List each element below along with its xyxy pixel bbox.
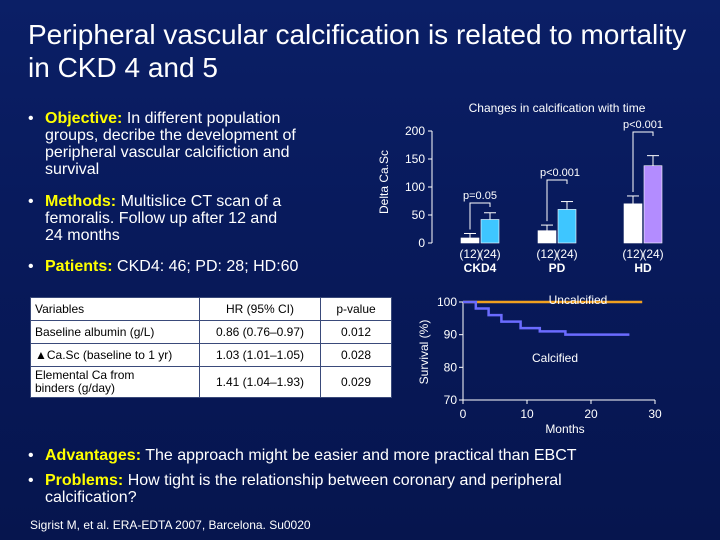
bar-pd-12 xyxy=(537,230,557,244)
survival-legend-calcified: Calcified xyxy=(532,351,578,365)
survival-legend-uncalcified: Uncalcified xyxy=(549,293,608,307)
table-row: Elemental Ca from binders (g/day) 1.41 (… xyxy=(30,366,392,398)
bar-annotation-bracket xyxy=(632,131,654,192)
hazard-ratio-table: Variables HR (95% CI) p-value Baseline a… xyxy=(30,297,392,398)
bar-subcat-label: (24) xyxy=(642,247,663,261)
bar-annotation-bracket xyxy=(546,179,568,222)
methods-line1: Multislice CT scan of a xyxy=(120,193,282,210)
slide-title: Peripheral vascular calcification is rel… xyxy=(28,19,687,83)
patients-key: Patients: xyxy=(45,258,113,275)
bar-group-label: CKD4 xyxy=(464,261,497,275)
table-cell: 0.86 (0.76–0.97) xyxy=(199,320,321,344)
objective-line1: In different population xyxy=(126,110,281,127)
survival-line-calcified xyxy=(463,300,630,336)
bullet-dot: • xyxy=(28,258,34,275)
bar-y-tick-label: 100 xyxy=(405,180,425,194)
objective-line2: groups, decribe the development of xyxy=(45,127,296,144)
bullet-dot: • xyxy=(28,447,34,464)
problems-key: Problems: xyxy=(45,472,124,489)
bar-subcat-label: (24) xyxy=(556,247,577,261)
table-cell: ▲Ca.Sc (baseline to 1 yr) xyxy=(30,343,200,367)
advantages-key: Advantages: xyxy=(45,447,142,464)
bar-pd-24 xyxy=(557,209,577,244)
bar-subcat-label: (24) xyxy=(479,247,500,261)
survival-y-tick-label: 90 xyxy=(444,328,458,342)
methods-line3: 24 months xyxy=(45,227,120,244)
bar-y-axis-label: Delta Ca.Sc xyxy=(377,150,391,214)
table-cell: Elemental Ca from binders (g/day) xyxy=(30,366,200,398)
survival-y-tick-label: 80 xyxy=(444,360,458,374)
table-cell-line: Elemental Ca from xyxy=(35,368,135,382)
bar-subcat-label: (12) xyxy=(459,247,480,261)
table-cell: 0.029 xyxy=(320,366,392,398)
table-cell-line: binders (g/day) xyxy=(35,381,116,395)
bar-y-tick-label: 50 xyxy=(412,208,426,222)
methods-line2: femoralis. Follow up after 12 and xyxy=(45,210,278,227)
survival-x-tick-label: 10 xyxy=(520,407,534,421)
table-header: HR (95% CI) xyxy=(199,297,321,321)
bar-chart-title: Changes in calcification with time xyxy=(469,101,646,115)
objective-key: Objective: xyxy=(45,110,123,127)
bar-annotation-bracket xyxy=(469,202,491,230)
table-row: ▲Ca.Sc (baseline to 1 yr) 1.03 (1.01–1.0… xyxy=(30,343,392,367)
bar-ckd4-24 xyxy=(480,219,500,244)
survival-y-axis-label: Survival (%) xyxy=(417,320,431,385)
problems-line1: How tight is the relationship between co… xyxy=(127,472,562,489)
survival-x-tick-label: 0 xyxy=(460,407,467,421)
bar-annotation: p<0.001 xyxy=(623,119,663,131)
bar-group-label: HD xyxy=(634,261,652,275)
citation: Sigrist M, et al. ERA-EDTA 2007, Barcelo… xyxy=(30,518,311,532)
bullet-dot: • xyxy=(28,472,34,489)
bar-hd-12 xyxy=(623,203,643,244)
survival-x-tick-label: 30 xyxy=(648,407,662,421)
survival-y-tick-label: 70 xyxy=(444,393,458,407)
bar-annotation: p=0.05 xyxy=(463,190,497,202)
patients-text: CKD4: 46; PD: 28; HD:60 xyxy=(117,258,299,275)
objective-line4: survival xyxy=(45,161,100,178)
table-cell: 0.012 xyxy=(320,320,392,344)
table-row: Baseline albumin (g/L) 0.86 (0.76–0.97) … xyxy=(30,320,392,344)
bar-y-tick-label: 150 xyxy=(405,152,425,166)
bar-subcat-label: (12) xyxy=(622,247,643,261)
problems-line2: calcification? xyxy=(45,489,137,506)
table-header-row: Variables HR (95% CI) p-value xyxy=(30,297,392,321)
bar-y-tick-label: 0 xyxy=(418,236,425,250)
bar-y-tick-label: 200 xyxy=(405,124,425,138)
bar-subcat-label: (12) xyxy=(536,247,557,261)
bar-hd-24 xyxy=(643,165,663,244)
methods-key: Methods: xyxy=(45,193,117,210)
bar-ckd4-12 xyxy=(460,237,480,244)
advantages-text: The approach might be easier and more pr… xyxy=(145,447,577,464)
survival-x-tick-label: 20 xyxy=(584,407,598,421)
bar-annotation: p<0.001 xyxy=(540,167,580,179)
survival-x-axis-label: Months xyxy=(545,422,584,436)
objective-line3: peripheral vascular calcifiction and xyxy=(45,144,290,161)
survival-y-tick-label: 100 xyxy=(437,295,457,309)
bullet-dot: • xyxy=(28,193,34,210)
bullet-dot: • xyxy=(28,110,34,127)
bar-group-label: PD xyxy=(549,261,566,275)
table-cell: 1.41 (1.04–1.93) xyxy=(199,366,321,398)
